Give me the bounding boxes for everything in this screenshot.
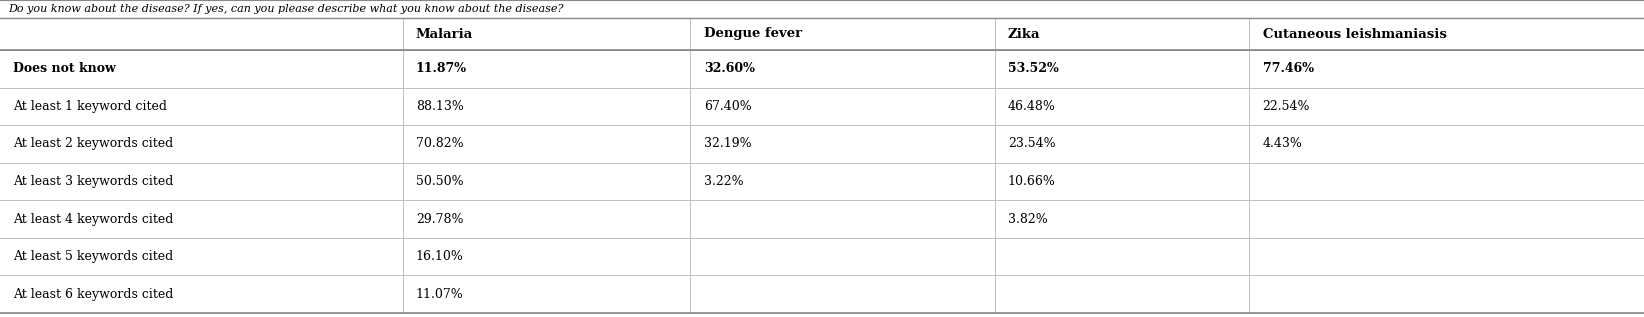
Bar [1249, 163, 1644, 200]
Bar [995, 163, 1249, 200]
Text: Dengue fever: Dengue fever [704, 28, 802, 41]
Bar [995, 125, 1249, 163]
Text: 32.60%: 32.60% [704, 62, 755, 75]
Bar [0, 238, 403, 275]
Bar [0, 125, 403, 163]
Bar [0, 275, 403, 313]
Bar [690, 275, 995, 313]
Text: 3.82%: 3.82% [1008, 213, 1047, 226]
Bar [995, 50, 1249, 87]
Bar [995, 275, 1249, 313]
Text: At least 5 keywords cited: At least 5 keywords cited [13, 250, 173, 263]
Bar [0, 87, 403, 125]
Text: 50.50%: 50.50% [416, 175, 464, 188]
Text: Zika: Zika [1008, 28, 1041, 41]
Bar [690, 200, 995, 238]
Text: Cutaneous leishmaniasis: Cutaneous leishmaniasis [1263, 28, 1447, 41]
Text: 23.54%: 23.54% [1008, 138, 1055, 151]
Bar [0, 200, 403, 238]
Text: 11.87%: 11.87% [416, 62, 467, 75]
Bar [1249, 18, 1644, 50]
Bar [403, 163, 690, 200]
Bar [690, 125, 995, 163]
Bar [1249, 238, 1644, 275]
Text: 10.66%: 10.66% [1008, 175, 1055, 188]
Bar [995, 200, 1249, 238]
Text: 3.22%: 3.22% [704, 175, 743, 188]
Text: 88.13%: 88.13% [416, 100, 464, 113]
Bar [0, 18, 403, 50]
Bar [1249, 125, 1644, 163]
Bar [0, 163, 403, 200]
Bar [1249, 200, 1644, 238]
Text: 70.82%: 70.82% [416, 138, 464, 151]
Bar [403, 238, 690, 275]
Bar [403, 275, 690, 313]
Bar [403, 87, 690, 125]
Text: At least 4 keywords cited: At least 4 keywords cited [13, 213, 174, 226]
Bar [690, 18, 995, 50]
Bar [995, 87, 1249, 125]
Bar [403, 50, 690, 87]
Bar [690, 50, 995, 87]
Bar [1249, 50, 1644, 87]
Bar [1249, 87, 1644, 125]
Text: At least 2 keywords cited: At least 2 keywords cited [13, 138, 173, 151]
Text: 4.43%: 4.43% [1263, 138, 1302, 151]
Text: Does not know: Does not know [13, 62, 115, 75]
Bar [0, 50, 403, 87]
Bar [1249, 275, 1644, 313]
Text: At least 6 keywords cited: At least 6 keywords cited [13, 288, 174, 301]
Bar [995, 238, 1249, 275]
Text: Malaria: Malaria [416, 28, 473, 41]
Text: 77.46%: 77.46% [1263, 62, 1314, 75]
Bar [403, 18, 690, 50]
Bar [690, 238, 995, 275]
Bar [403, 200, 690, 238]
Bar [690, 87, 995, 125]
Text: 29.78%: 29.78% [416, 213, 464, 226]
Text: 53.52%: 53.52% [1008, 62, 1059, 75]
Text: Do you know about the disease? If yes, can you please describe what you know abo: Do you know about the disease? If yes, c… [8, 4, 564, 14]
Text: At least 1 keyword cited: At least 1 keyword cited [13, 100, 168, 113]
Bar [0, 0, 1644, 18]
Text: 11.07%: 11.07% [416, 288, 464, 301]
Text: 67.40%: 67.40% [704, 100, 751, 113]
Bar [403, 125, 690, 163]
Text: At least 3 keywords cited: At least 3 keywords cited [13, 175, 174, 188]
Text: 32.19%: 32.19% [704, 138, 751, 151]
Bar [690, 163, 995, 200]
Text: 46.48%: 46.48% [1008, 100, 1055, 113]
Text: 22.54%: 22.54% [1263, 100, 1310, 113]
Bar [995, 18, 1249, 50]
Text: 16.10%: 16.10% [416, 250, 464, 263]
